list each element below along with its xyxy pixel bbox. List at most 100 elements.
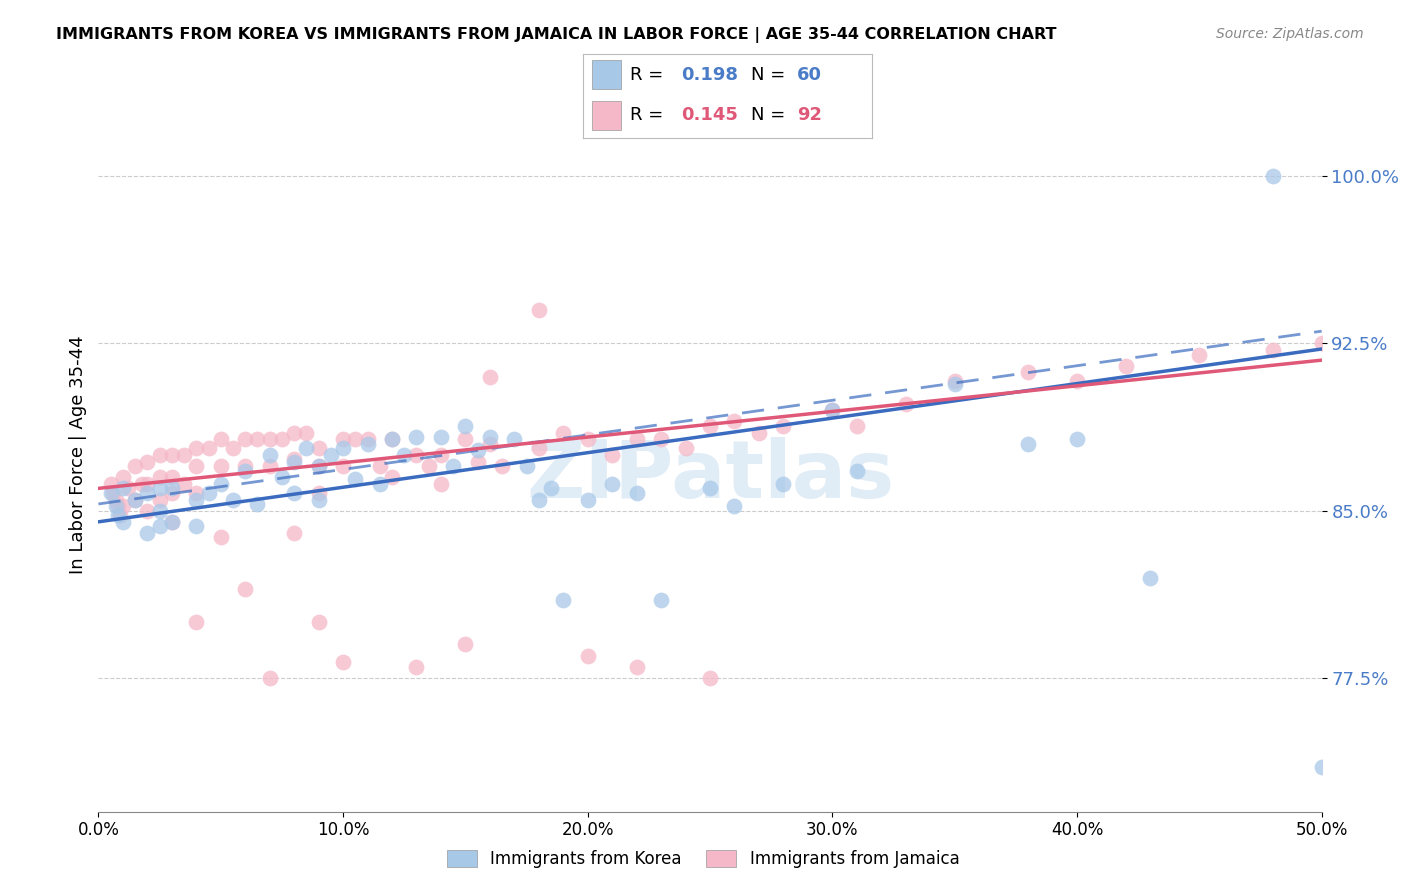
Text: ZIPatlas: ZIPatlas bbox=[526, 437, 894, 516]
Point bbox=[283, 452, 305, 467]
Point bbox=[149, 481, 172, 495]
Point bbox=[186, 458, 208, 473]
Point bbox=[772, 418, 794, 433]
Point bbox=[943, 376, 966, 391]
Point bbox=[149, 492, 172, 507]
Point bbox=[405, 430, 427, 444]
Point bbox=[405, 448, 427, 462]
Point bbox=[100, 485, 122, 500]
Point bbox=[222, 492, 245, 507]
Point bbox=[430, 448, 453, 462]
Point bbox=[626, 432, 648, 446]
Point bbox=[283, 454, 305, 468]
Legend: Immigrants from Korea, Immigrants from Jamaica: Immigrants from Korea, Immigrants from J… bbox=[440, 843, 966, 875]
Point bbox=[626, 659, 648, 673]
Point bbox=[723, 499, 745, 513]
Point bbox=[1115, 359, 1137, 373]
Point bbox=[600, 476, 623, 491]
Text: N =: N = bbox=[751, 66, 790, 84]
Point bbox=[381, 432, 404, 446]
Text: N =: N = bbox=[751, 106, 790, 124]
Point bbox=[111, 515, 134, 529]
Text: 60: 60 bbox=[797, 66, 821, 84]
Point bbox=[209, 530, 232, 544]
Point bbox=[454, 637, 477, 651]
Point bbox=[107, 499, 129, 513]
Point bbox=[772, 476, 794, 491]
Point bbox=[136, 476, 159, 491]
Point bbox=[136, 454, 159, 468]
Point bbox=[233, 463, 256, 477]
Bar bbox=[592, 61, 621, 89]
Point bbox=[160, 470, 183, 484]
Point bbox=[356, 432, 378, 446]
Point bbox=[478, 369, 501, 384]
Point bbox=[650, 592, 672, 607]
Point bbox=[104, 492, 127, 507]
Point bbox=[845, 418, 868, 433]
Point bbox=[111, 470, 134, 484]
Point bbox=[173, 448, 195, 462]
Point bbox=[160, 485, 183, 500]
Point bbox=[344, 472, 367, 486]
Point bbox=[441, 458, 464, 473]
Point bbox=[1017, 365, 1039, 379]
Point bbox=[319, 448, 342, 462]
Point bbox=[186, 519, 208, 533]
Point bbox=[308, 615, 330, 629]
Point bbox=[454, 432, 477, 446]
Point bbox=[576, 432, 599, 446]
Point bbox=[821, 403, 844, 417]
Point bbox=[748, 425, 770, 440]
Point bbox=[332, 441, 354, 455]
Point bbox=[149, 519, 172, 533]
Point bbox=[308, 458, 330, 473]
Point bbox=[259, 671, 281, 685]
Point bbox=[197, 485, 219, 500]
Point bbox=[283, 485, 305, 500]
Point bbox=[430, 430, 453, 444]
Point bbox=[418, 458, 440, 473]
Point bbox=[699, 481, 721, 495]
Point bbox=[527, 492, 550, 507]
Point bbox=[1310, 760, 1333, 774]
Point bbox=[160, 515, 183, 529]
Point bbox=[136, 525, 159, 540]
Point bbox=[699, 418, 721, 433]
Point bbox=[246, 497, 269, 511]
Point bbox=[1066, 374, 1088, 388]
Point bbox=[160, 481, 183, 495]
Point bbox=[107, 508, 129, 522]
Point bbox=[117, 481, 139, 495]
Point bbox=[478, 436, 501, 450]
Point bbox=[454, 418, 477, 433]
Point bbox=[259, 458, 281, 473]
Text: R =: R = bbox=[630, 66, 669, 84]
Point bbox=[173, 476, 195, 491]
Point bbox=[430, 476, 453, 491]
Point bbox=[381, 432, 404, 446]
Point bbox=[675, 441, 697, 455]
Point bbox=[149, 448, 172, 462]
Point bbox=[650, 432, 672, 446]
Point bbox=[723, 414, 745, 428]
Point bbox=[845, 463, 868, 477]
Point bbox=[111, 481, 134, 495]
Point bbox=[101, 485, 124, 500]
Point bbox=[259, 432, 281, 446]
Point bbox=[131, 476, 153, 491]
Point bbox=[1261, 343, 1284, 357]
Point bbox=[381, 470, 404, 484]
Bar bbox=[592, 101, 621, 130]
Point bbox=[821, 403, 844, 417]
Point bbox=[553, 592, 575, 607]
Point bbox=[246, 432, 269, 446]
Point bbox=[124, 458, 146, 473]
Point bbox=[283, 425, 305, 440]
Point bbox=[308, 485, 330, 500]
Point bbox=[332, 458, 354, 473]
Point bbox=[515, 458, 537, 473]
Point bbox=[233, 582, 256, 596]
Point bbox=[124, 492, 146, 507]
Point bbox=[478, 430, 501, 444]
